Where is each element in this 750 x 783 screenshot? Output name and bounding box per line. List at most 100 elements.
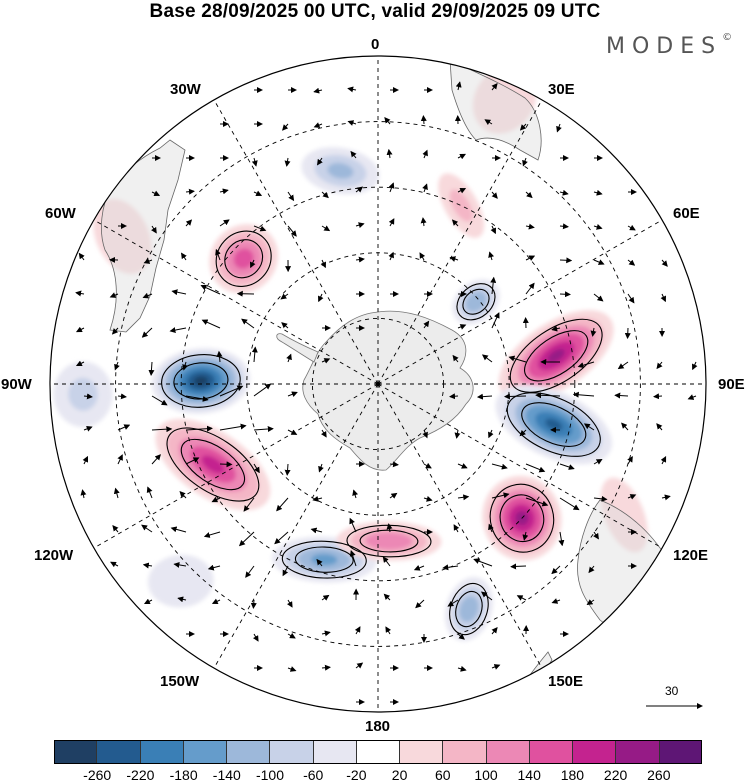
wind-vector-arrow: [80, 489, 87, 499]
wind-vector-arrow: [627, 259, 636, 266]
colorbar-tick-label: -60: [303, 767, 324, 783]
colorbar-segment: [183, 740, 228, 764]
wind-vector-arrow: [113, 487, 120, 499]
wind-vector-arrow: [588, 565, 595, 574]
colorbar-segment: [616, 740, 660, 764]
wind-vector-arrow: [451, 219, 459, 227]
wind-vector-arrow: [449, 393, 459, 400]
wind-vector-arrow: [312, 495, 323, 502]
wind-vector-arrow: [559, 497, 580, 511]
colorbar-segment: [529, 740, 574, 764]
wind-vector-arrow: [389, 492, 398, 499]
wind-vector-arrow: [151, 190, 161, 197]
wind-vector-arrow: [551, 598, 561, 604]
wind-vector-arrow: [117, 424, 131, 431]
wind-vector-arrow: [488, 523, 494, 533]
wind-vector-arrow: [454, 429, 461, 439]
wind-vector-arrow: [583, 423, 595, 431]
wind-vector-arrow: [593, 458, 603, 465]
wind-vector-arrow: [75, 326, 85, 333]
wind-vector-arrow: [287, 666, 297, 672]
wind-vector-arrow: [185, 425, 213, 432]
meridian-line: [79, 383, 379, 557]
wind-vector-arrow: [78, 252, 85, 261]
colorbar-segment: [356, 740, 401, 764]
anomaly-band: [545, 418, 563, 431]
anomaly-band: [547, 348, 565, 363]
wind-vector-arrow: [423, 462, 432, 469]
brand-text: MODES: [606, 34, 723, 59]
brand-copyright-mark: ©: [722, 32, 733, 43]
lon-label-120w: 120W: [34, 547, 74, 564]
wind-vector-arrow: [660, 293, 666, 303]
wind-vector-arrow: [282, 565, 289, 577]
wind-vector-arrow: [146, 486, 153, 499]
wind-vector-arrow: [143, 258, 153, 264]
lon-label-60w: 60W: [45, 205, 76, 222]
lon-label-0: 0: [371, 36, 380, 53]
wind-vector-arrow: [185, 457, 200, 465]
wind-vector-arrow: [211, 496, 221, 503]
wind-vector-arrow: [216, 350, 223, 363]
wind-vector-arrow: [321, 225, 331, 232]
wind-vector-arrow: [386, 523, 393, 533]
lon-label-150w: 150W: [160, 673, 200, 690]
wind-vector-arrow: [593, 495, 608, 502]
wind-vector-arrow: [241, 318, 255, 329]
parallel-circle: [115, 121, 641, 647]
wind-vector-arrow: [287, 191, 295, 202]
meridian-line: [377, 383, 551, 683]
wind-vector-arrow: [253, 463, 260, 474]
wind-vector-arrow: [388, 218, 395, 227]
wind-vector-arrow: [185, 188, 195, 195]
wind-vector-arrow: [350, 150, 357, 159]
wind-vector-arrow: [559, 189, 569, 196]
wind-vector-arrow: [238, 531, 255, 547]
wind-vector-arrow: [455, 81, 462, 91]
wind-vector-arrow: [385, 626, 392, 635]
cell-east-1: [498, 310, 614, 402]
wind-vector-arrow: [383, 593, 391, 601]
wind-vector-arrow: [457, 153, 467, 160]
wind-vector-arrow: [355, 222, 365, 229]
colorbar-tick-label: -20: [346, 767, 367, 783]
wind-vector-arrow: [476, 393, 493, 400]
wind-vector-arrow: [490, 276, 497, 295]
wind-vector-arrow: [219, 385, 244, 397]
wind-vector-arrow: [276, 497, 289, 512]
wind-vector-arrow: [661, 494, 671, 501]
anomaly-band: [68, 377, 98, 411]
wind-vector-arrow: [251, 157, 258, 167]
wind-vector-arrow: [284, 463, 291, 476]
wind-vector-arrow: [75, 290, 85, 297]
wind-vector-arrow: [656, 361, 663, 370]
wind-vector-arrow: [661, 259, 668, 267]
wind-vector-arrow: [219, 423, 247, 431]
cell-ne-2: [438, 173, 485, 238]
wind-vector-arrow: [525, 463, 546, 473]
wind-vector-arrow: [321, 358, 331, 364]
wind-vector-arrow: [347, 120, 357, 126]
wind-vector-arrow: [287, 225, 297, 237]
parallel-circle: [246, 252, 510, 516]
wind-vector-arrow: [692, 361, 698, 371]
colorbar-tick-label: -180: [169, 767, 198, 783]
wind-vector-arrow: [488, 251, 495, 261]
wind-vector-arrow: [384, 117, 391, 125]
wind-vector-arrow: [282, 123, 289, 131]
wind-vector-arrow: [318, 293, 324, 303]
wind-vector-arrow: [491, 492, 510, 499]
wind-vector-arrow: [551, 325, 561, 332]
wind-vector-arrow: [321, 429, 327, 438]
colorbar-segment: [313, 740, 357, 764]
contour-line: [161, 353, 241, 408]
contour-line: [294, 546, 354, 573]
contour-line: [506, 392, 601, 457]
anomaly-band: [459, 596, 479, 623]
wind-vector-arrow: [112, 524, 119, 533]
meridian-line: [205, 85, 379, 385]
wind-vector-arrow: [627, 293, 635, 304]
contour-line: [462, 288, 490, 315]
wind-vector-arrow: [386, 148, 393, 159]
